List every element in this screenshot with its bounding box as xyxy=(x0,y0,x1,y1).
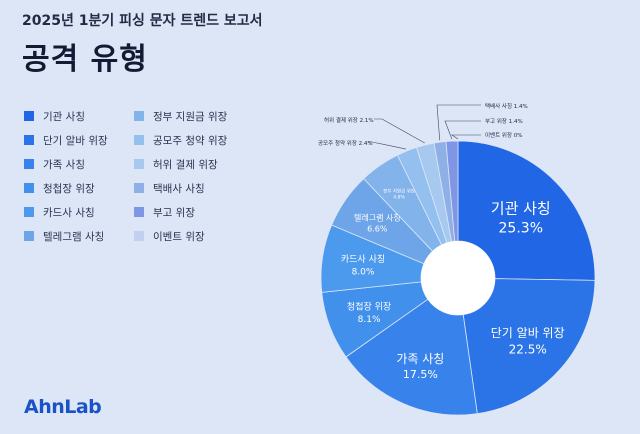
legend-swatch xyxy=(24,207,34,217)
legend-label: 부고 위장 xyxy=(153,206,195,219)
legend-swatch xyxy=(24,111,34,121)
slice-callout-label: 부고 위장 1.4% xyxy=(485,117,523,125)
slice-label: 카드사 사칭 xyxy=(341,254,385,265)
leader-line xyxy=(436,104,481,141)
slice-value-label: 22.5% xyxy=(509,342,547,356)
ahnlab-logo: AhnLab xyxy=(24,396,102,418)
legend-item: 가족 사칭 xyxy=(24,152,134,176)
donut-hole xyxy=(421,241,495,315)
legend-label: 카드사 사칭 xyxy=(43,206,95,219)
slice-value-label: 6.6% xyxy=(367,225,388,234)
leader-line xyxy=(451,134,481,140)
legend-swatch xyxy=(134,231,144,241)
slice-callout-label: 허위 결제 위장 2.1% xyxy=(324,116,374,124)
legend-label: 기관 사칭 xyxy=(43,110,85,123)
legend-item: 택배사 사칭 xyxy=(134,176,244,200)
legend-label: 허위 결제 위장 xyxy=(153,158,218,171)
slice-value-label: 25.3% xyxy=(499,220,543,236)
legend-label: 텔레그램 사칭 xyxy=(43,230,105,243)
legend-item: 부고 위장 xyxy=(134,200,244,224)
legend-label: 택배사 사칭 xyxy=(153,182,205,195)
leader-line xyxy=(368,141,407,150)
legend-item: 카드사 사칭 xyxy=(24,200,134,224)
legend-label: 가족 사칭 xyxy=(43,158,85,171)
slice-label: 청첩장 위장 xyxy=(347,302,391,313)
page-title: 공격 유형 xyxy=(22,42,148,77)
slice-label: 가족 사칭 xyxy=(396,352,444,366)
legend-item: 청첩장 위장 xyxy=(24,176,134,200)
legend-swatch xyxy=(134,207,144,217)
legend-item: 단기 알바 위장 xyxy=(24,128,134,152)
legend-label: 정부 지원금 위장 xyxy=(153,110,228,123)
legend-label: 청첩장 위장 xyxy=(43,182,95,195)
legend-swatch xyxy=(24,159,34,169)
legend-label: 공모주 청약 위장 xyxy=(153,134,228,147)
legend-item: 이벤트 위장 xyxy=(134,224,244,248)
legend-swatch xyxy=(134,183,144,193)
slice-value-label: 17.5% xyxy=(403,368,438,381)
legend-label: 이벤트 위장 xyxy=(153,230,205,243)
slice-callout-label: 공모주 청약 위장 2.4% xyxy=(318,139,373,147)
legend-label: 단기 알바 위장 xyxy=(43,134,108,147)
slice-callout-label: 택배사 사칭 1.4% xyxy=(485,102,528,110)
legend-item: 기관 사칭 xyxy=(24,104,134,128)
slice-value-label: 4.8% xyxy=(393,195,405,201)
slice-label: 기관 사칭 xyxy=(491,199,551,217)
slice-label: 정부 지원금 위장 xyxy=(383,188,415,195)
leader-line xyxy=(444,120,481,140)
slice-label: 단기 알바 위장 xyxy=(491,326,565,340)
slice-value-label: 8.1% xyxy=(358,315,381,325)
legend-item: 정부 지원금 위장 xyxy=(134,104,244,128)
legend-swatch xyxy=(134,111,144,121)
legend-swatch xyxy=(134,159,144,169)
legend-item: 공모주 청약 위장 xyxy=(134,128,244,152)
slice-callout-label: 이벤트 위장 0% xyxy=(485,131,523,139)
legend-swatch xyxy=(134,135,144,145)
slice-label: 텔레그램 사칭 xyxy=(354,213,401,223)
legend-item: 허위 결제 위장 xyxy=(134,152,244,176)
report-subtitle: 2025년 1분기 피싱 문자 트렌드 보고서 xyxy=(22,13,263,29)
legend-swatch xyxy=(24,183,34,193)
legend-item: 텔레그램 사칭 xyxy=(24,224,134,248)
slice-value-label: 8.0% xyxy=(352,267,375,277)
leader-line xyxy=(374,118,425,144)
legend-swatch xyxy=(24,135,34,145)
legend-swatch xyxy=(24,231,34,241)
